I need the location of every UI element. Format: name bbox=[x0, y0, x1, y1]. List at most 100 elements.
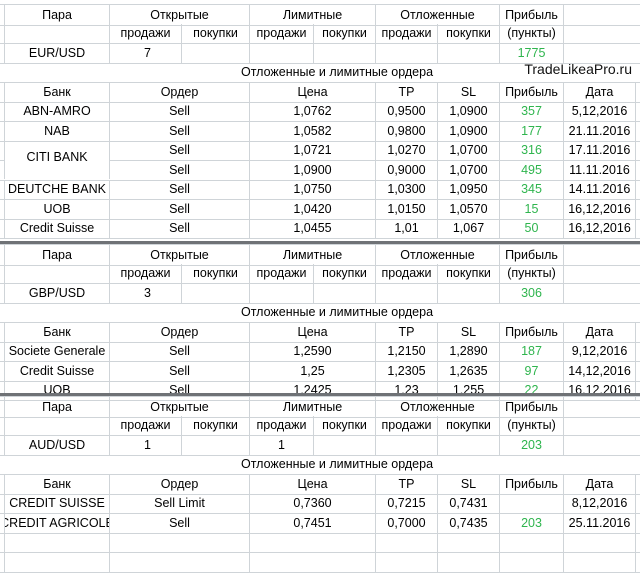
date-cell[interactable]: 25.11.2016 bbox=[564, 513, 636, 533]
bank-cell[interactable]: CREDIT SUISSE bbox=[4, 493, 110, 513]
empty-cell[interactable] bbox=[500, 532, 564, 552]
limit-buys-header[interactable]: покупки bbox=[314, 415, 376, 435]
empty-cell[interactable] bbox=[564, 552, 636, 572]
pair-subheader[interactable] bbox=[4, 263, 110, 283]
empty-cell[interactable] bbox=[4, 532, 110, 552]
limit-sales-cell[interactable] bbox=[250, 283, 314, 303]
pair-header[interactable]: Пара bbox=[4, 245, 110, 265]
tp-cell[interactable]: 1,2150 bbox=[376, 341, 438, 361]
tp-cell[interactable]: 0,9500 bbox=[376, 101, 438, 121]
bank-header[interactable]: Банк bbox=[4, 474, 110, 494]
sl-cell[interactable]: 1,0700 bbox=[438, 140, 500, 160]
profit-cell[interactable]: 1775 bbox=[500, 43, 564, 63]
date-cell[interactable]: 11.11.2016 bbox=[564, 160, 636, 180]
sl-cell[interactable]: 1,0950 bbox=[438, 179, 500, 199]
price-cell[interactable]: 1,0420 bbox=[250, 199, 376, 219]
bank-cell[interactable]: CREDIT AGRICOLE bbox=[4, 513, 110, 533]
profit-header[interactable]: Прибыль bbox=[500, 5, 564, 25]
sl-cell[interactable]: 0,7435 bbox=[438, 513, 500, 533]
pair-cell[interactable]: GBP/USD bbox=[4, 283, 110, 303]
date-cell[interactable]: 16,12,2016 bbox=[564, 218, 636, 238]
pair-subheader[interactable] bbox=[4, 23, 110, 43]
empty-cell[interactable] bbox=[250, 532, 376, 552]
order-header[interactable]: Ордер bbox=[110, 474, 250, 494]
sl-cell[interactable]: 1,0570 bbox=[438, 199, 500, 219]
price-cell[interactable]: 1,0455 bbox=[250, 218, 376, 238]
profit-col-header[interactable]: Прибыль bbox=[500, 474, 564, 494]
profit-value-cell[interactable]: 316 bbox=[500, 140, 564, 160]
points-header[interactable]: (пункты) bbox=[500, 23, 564, 43]
open-buys-cell[interactable] bbox=[182, 435, 250, 455]
pending-buys-cell[interactable] bbox=[438, 43, 500, 63]
open-buys-header[interactable]: покупки bbox=[182, 23, 250, 43]
profit-cell[interactable]: 306 bbox=[500, 283, 564, 303]
order-cell[interactable]: Sell bbox=[110, 218, 250, 238]
profit-value-cell[interactable]: 345 bbox=[500, 179, 564, 199]
bank-header[interactable]: Банк bbox=[4, 322, 110, 342]
bank-cell[interactable]: NAB bbox=[4, 121, 110, 141]
order-cell[interactable]: Sell bbox=[110, 341, 250, 361]
order-cell[interactable]: Sell bbox=[110, 199, 250, 219]
empty-cell[interactable] bbox=[4, 552, 110, 572]
empty-cell[interactable] bbox=[500, 552, 564, 572]
bank-cell[interactable]: CITI BANK bbox=[4, 150, 110, 179]
order-cell[interactable]: Sell bbox=[110, 160, 250, 180]
price-cell[interactable]: 1,0762 bbox=[250, 101, 376, 121]
limit-sales-header[interactable]: продажи bbox=[250, 415, 314, 435]
bank-cell[interactable]: ABN-AMRO bbox=[4, 101, 110, 121]
open-buys-header[interactable]: покупки bbox=[182, 263, 250, 283]
empty-cell[interactable] bbox=[376, 532, 438, 552]
pending-sales-header[interactable]: продажи bbox=[376, 263, 438, 283]
profit-value-cell[interactable]: 495 bbox=[500, 160, 564, 180]
limit-buys-cell[interactable] bbox=[314, 43, 376, 63]
sl-cell[interactable]: 1,0900 bbox=[438, 101, 500, 121]
open-sales-header[interactable]: продажи bbox=[110, 23, 182, 43]
date-header[interactable]: Дата bbox=[564, 82, 636, 102]
order-cell[interactable]: Sell bbox=[110, 179, 250, 199]
order-cell[interactable]: Sell bbox=[110, 121, 250, 141]
date-cell[interactable]: 17.11.2016 bbox=[564, 140, 636, 160]
bank-cell[interactable]: Societe Generale bbox=[4, 341, 110, 361]
limit-buys-header[interactable]: покупки bbox=[314, 263, 376, 283]
order-header[interactable]: Ордер bbox=[110, 322, 250, 342]
pending-header[interactable]: Отложенные bbox=[376, 245, 500, 265]
sl-cell[interactable]: 1,0700 bbox=[438, 160, 500, 180]
open-buys-cell[interactable] bbox=[182, 283, 250, 303]
profit-value-cell[interactable]: 187 bbox=[500, 341, 564, 361]
bank-header[interactable]: Банк bbox=[4, 82, 110, 102]
bank-cell[interactable]: Credit Suisse bbox=[4, 218, 110, 238]
open-buys-header[interactable]: покупки bbox=[182, 415, 250, 435]
empty-cell[interactable] bbox=[110, 532, 250, 552]
price-cell[interactable]: 1,0582 bbox=[250, 121, 376, 141]
date-cell[interactable]: 21.11.2016 bbox=[564, 121, 636, 141]
tp-header[interactable]: TP bbox=[376, 82, 438, 102]
date-cell[interactable]: 9,12,2016 bbox=[564, 341, 636, 361]
tp-cell[interactable]: 1,0150 bbox=[376, 199, 438, 219]
empty-cell[interactable] bbox=[564, 532, 636, 552]
pair-cell[interactable]: AUD/USD bbox=[4, 435, 110, 455]
open-sales-cell[interactable]: 3 bbox=[110, 283, 182, 303]
empty-cell[interactable] bbox=[438, 532, 500, 552]
limit-sales-cell[interactable] bbox=[250, 43, 314, 63]
profit-col-header[interactable]: Прибыль bbox=[500, 82, 564, 102]
profit-value-cell[interactable]: 97 bbox=[500, 361, 564, 381]
limit-sales-header[interactable]: продажи bbox=[250, 23, 314, 43]
sl-cell[interactable]: 1,0900 bbox=[438, 121, 500, 141]
pending-buys-header[interactable]: покупки bbox=[438, 263, 500, 283]
sl-header[interactable]: SL bbox=[438, 82, 500, 102]
order-cell[interactable]: Sell Limit bbox=[110, 493, 250, 513]
open-sales-cell[interactable]: 1 bbox=[110, 435, 182, 455]
sl-cell[interactable]: 1,067 bbox=[438, 218, 500, 238]
pair-header[interactable]: Пара bbox=[4, 397, 110, 417]
pending-buys-header[interactable]: покупки bbox=[438, 23, 500, 43]
order-cell[interactable]: Sell bbox=[110, 101, 250, 121]
price-cell[interactable]: 1,0750 bbox=[250, 179, 376, 199]
profit-value-cell[interactable]: 203 bbox=[500, 513, 564, 533]
pair-cell[interactable]: EUR/USD bbox=[4, 43, 110, 63]
date-cell[interactable]: 14,12,2016 bbox=[564, 361, 636, 381]
tp-cell[interactable]: 0,7215 bbox=[376, 493, 438, 513]
price-cell[interactable]: 0,7360 bbox=[250, 493, 376, 513]
limit-header[interactable]: Лимитные bbox=[250, 245, 376, 265]
open-header[interactable]: Открытые bbox=[110, 397, 250, 417]
points-header[interactable]: (пункты) bbox=[500, 263, 564, 283]
